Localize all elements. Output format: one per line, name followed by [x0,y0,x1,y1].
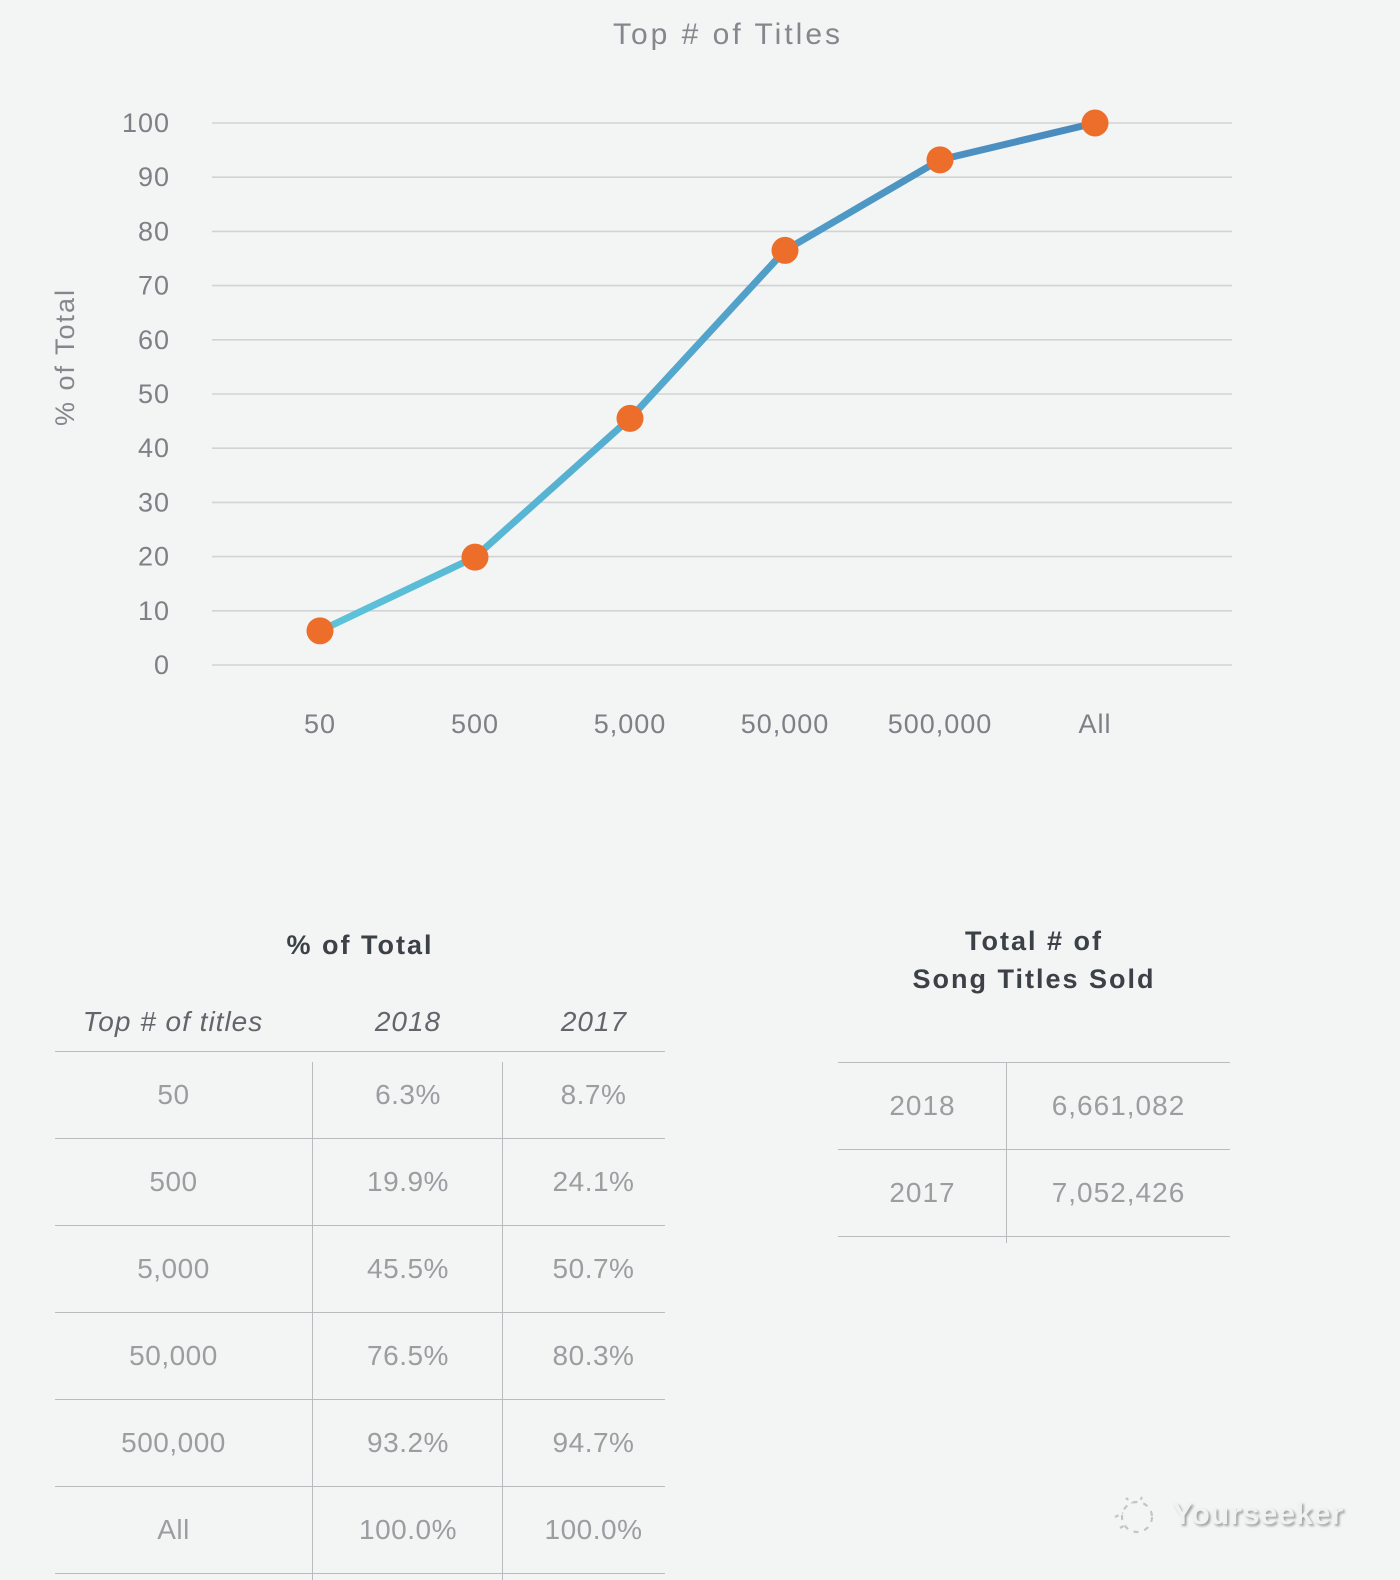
table-divider-line [1006,1062,1007,1243]
value-cell: 100.0% [503,1486,665,1574]
pct-table: Top # of titles 2018 2017 50 6.3% 8.7% 500 19.… [55,1006,665,1574]
row-label-cell: All [55,1486,313,1574]
table-row: 500 19.9% 24.1% [55,1138,665,1226]
y-tick-label: 80 [138,216,170,246]
row-label-cell: 500,000 [55,1399,313,1487]
value-cell: 94.7% [503,1399,665,1487]
year-cell: 2017 [838,1149,1007,1237]
y-tick-label: 20 [138,542,170,572]
row-label-cell: 5,000 [55,1225,313,1313]
y-tick-label: 60 [138,325,170,355]
table-row: 2017 7,052,426 [838,1149,1230,1237]
y-tick-label: 40 [138,433,170,463]
y-tick-label: 10 [138,596,170,626]
table-row: All 100.0% 100.0% [55,1486,665,1574]
x-tick-label: 500 [451,709,499,739]
value-cell: 45.5% [313,1225,503,1313]
chart-canvas: 0 10 20 30 40 50 60 70 80 90 100 50 500 5,000 50,000 50… [50,18,1232,739]
table-divider-line [312,1062,313,1580]
value-cell: 100.0% [313,1486,503,1574]
total-cell: 7,052,426 [1007,1149,1230,1237]
total-cell: 6,661,082 [1007,1062,1230,1150]
value-cell: 50.7% [503,1225,665,1313]
y-tick-label: 90 [138,162,170,192]
y-axis-title: % of Total [50,288,80,426]
chart-title: Top # of Titles [613,18,843,51]
value-cell: 93.2% [313,1399,503,1487]
value-cell: 24.1% [503,1138,665,1226]
watermark-text: Yourseeker [1172,1496,1344,1531]
y-tick-label: 0 [154,650,170,680]
table-row: 50,000 76.5% 80.3% [55,1312,665,1400]
totals-title-line2: Song Titles Sold [912,964,1156,994]
line-chart: 0 10 20 30 40 50 60 70 80 90 100 50 500 5,000 50,000 50… [0,0,1400,780]
pct-table-title: % of Total [286,930,434,960]
totals-table-title: Total # of Song Titles Sold [838,922,1230,998]
x-tick-label: 500,000 [888,709,993,739]
x-tick-label: All [1078,709,1111,739]
y-tick-label: 70 [138,271,170,301]
year-cell: 2018 [838,1062,1007,1150]
x-tick-label: 50 [304,709,336,739]
y-tick-label: 100 [122,108,170,138]
data-point-marker [461,543,489,571]
table-divider-line [502,1062,503,1580]
y-tick-label: 30 [138,487,170,517]
table-row: 500,000 93.2% 94.7% [55,1399,665,1487]
pct-header-cell: 2017 [503,1006,665,1052]
value-cell: 80.3% [503,1312,665,1400]
totals-table: 2018 6,661,082 2017 7,052,426 [838,1062,1230,1237]
value-cell: 6.3% [313,1051,503,1139]
table-row: 5,000 45.5% 50.7% [55,1225,665,1313]
table-row: 50 6.3% 8.7% [55,1051,665,1139]
data-point-marker [306,617,334,645]
row-label-cell: 50 [55,1051,313,1139]
pct-header-cell: 2018 [313,1006,503,1052]
totals-title-line1: Total # of [965,926,1103,956]
row-label-cell: 500 [55,1138,313,1226]
y-tick-label: 50 [138,379,170,409]
table-row: 2018 6,661,082 [838,1062,1230,1150]
data-point-marker [1081,109,1109,137]
data-point-marker [771,236,799,264]
data-point-marker [616,404,644,432]
value-cell: 76.5% [313,1312,503,1400]
yourseeker-logo-icon [1114,1496,1154,1534]
pct-table-header-row: Top # of titles 2018 2017 [55,1006,665,1052]
x-tick-label: 50,000 [741,709,830,739]
value-cell: 8.7% [503,1051,665,1139]
row-label-cell: 50,000 [55,1312,313,1400]
x-tick-label: 5,000 [594,709,667,739]
data-point-marker [926,146,954,174]
pct-header-cell: Top # of titles [55,1006,313,1052]
watermark: Yourseeker [1106,1486,1344,1542]
chart-line-2018 [316,119,1099,635]
value-cell: 19.9% [313,1138,503,1226]
